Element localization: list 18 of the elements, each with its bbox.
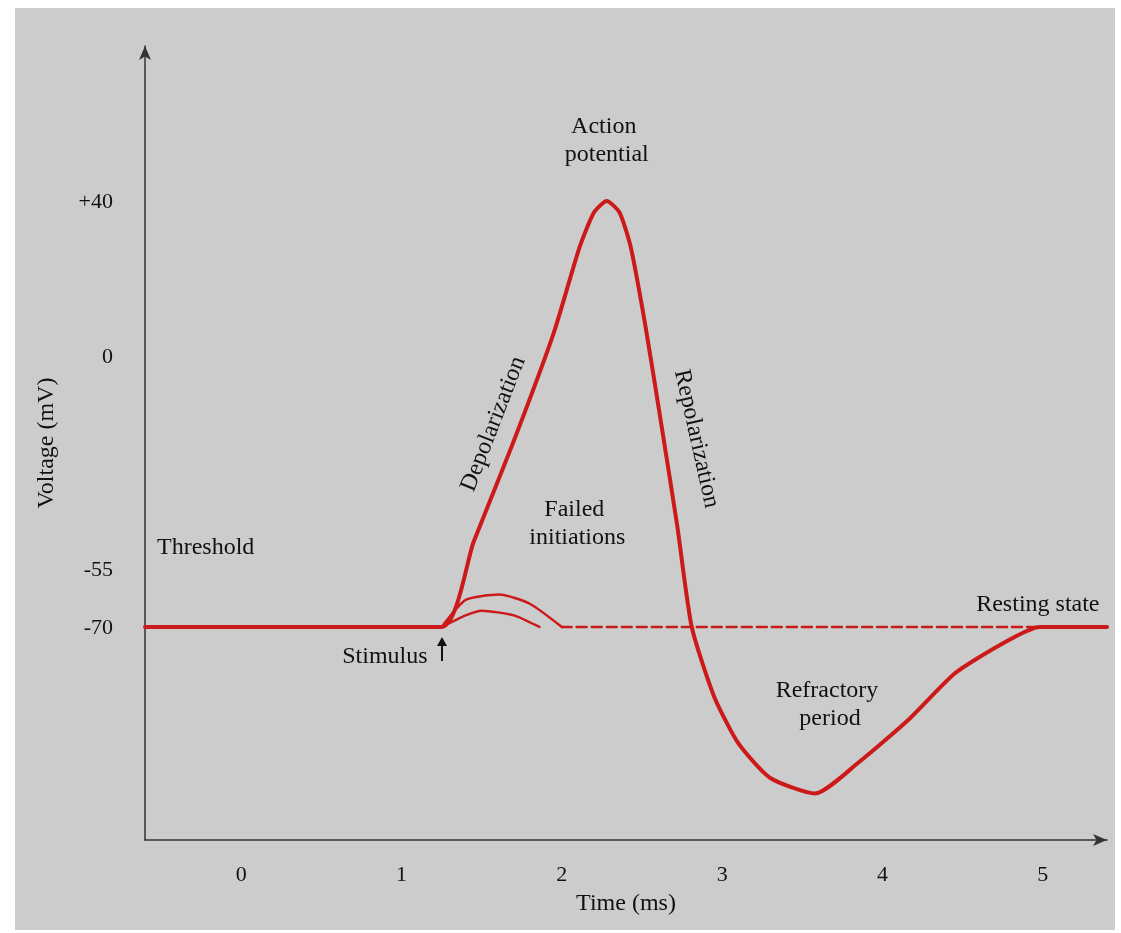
x-tick-label: 3: [716, 860, 728, 886]
annotation: Threshold: [157, 533, 255, 559]
x-tick-label: 4: [877, 860, 889, 886]
x-tick-label: 2: [556, 860, 568, 886]
y-tick-label: -70: [83, 614, 113, 640]
annotation: Failed initiations: [529, 495, 626, 550]
y-axis-title: Voltage (mV): [32, 377, 58, 509]
annotation: Action potential: [564, 111, 650, 166]
annotation: Resting state: [976, 589, 1100, 616]
y-tick-label: -55: [83, 556, 113, 582]
x-tick-label: 0: [235, 860, 247, 886]
annotation: Refractory period: [775, 676, 885, 730]
x-axis-title: Time (ms): [576, 889, 676, 915]
y-tick-label: +40: [78, 188, 113, 214]
x-tick-label: 5: [1037, 860, 1049, 886]
annotation: Stimulus: [342, 641, 428, 668]
y-tick-label: 0: [102, 343, 113, 369]
x-tick-label: 1: [396, 860, 408, 886]
